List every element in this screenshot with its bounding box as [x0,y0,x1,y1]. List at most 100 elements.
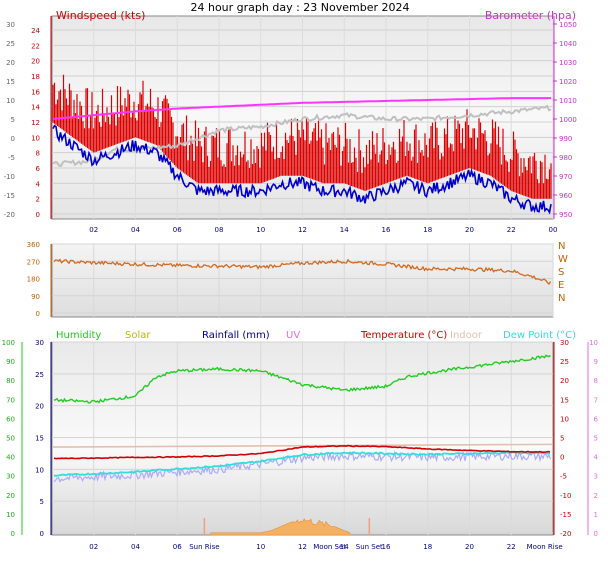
direction-panel-series [53,258,552,285]
x-tick-label: 10 [256,226,265,234]
temperature-panel-legend: Humidity Solar Rainfall (mm) UV Temperature … [56,330,576,341]
x-tick-label: Moon Rise [527,543,563,551]
windspeed-tick-label: 16 [31,88,40,96]
windspeed-tick-label: 18 [31,73,40,81]
x-tick-label: 12 [298,226,307,234]
x-tick-label: 02 [89,226,98,234]
chart-title: 24 hour graph day : 23 November 2024 [190,1,409,14]
temperature-tick-label: 15 [560,396,569,404]
legend-entry: Temperature (°C) [360,330,447,341]
direction-tick-label: 90 [31,293,40,301]
x-tick-label: 14 [340,543,349,551]
windspeed-tick-label: 20 [31,58,40,66]
uv-tick-label: 8 [594,377,598,385]
x-tick-label: 08 [215,226,224,234]
x-tick-label: 06 [173,543,182,551]
barometer-tick-label: 950 [559,211,572,219]
compass-tick-label: S [558,267,564,278]
rainfall-tick-label: 10 [35,466,44,474]
barometer-tick-label: 990 [559,135,572,143]
temperature-tick-label: 0 [560,454,564,462]
humidity-tick-label: 80 [6,377,15,385]
x-tick-label: 22 [507,226,516,234]
x-tick-label: Moon Set [313,543,346,551]
compass-tick-label: N [558,293,565,304]
outer-y-tick-label: 15 [6,78,15,86]
x-tick-label: 14 [340,226,349,234]
uv-tick-label: 9 [594,358,598,366]
x-tick-label: 04 [131,226,140,234]
legend-entry: Dew Point (°C) [503,330,576,341]
uv-tick-label: 2 [594,492,598,500]
x-tick-label: 10 [256,543,265,551]
barometer-tick-label: 970 [559,173,572,181]
solar-area [210,518,351,536]
humidity-tick-label: 40 [6,454,15,462]
outer-y-tick-label: 10 [6,97,15,105]
x-tick-label: 04 [131,543,140,551]
x-tick-label: Sun Rise [189,543,219,551]
wind-chill-line [53,450,552,483]
x-tick-label: 22 [507,543,516,551]
windspeed-tick-label: 24 [31,27,40,35]
direction-tick-label: 360 [27,241,40,249]
barometer-tick-label: 1030 [559,59,577,67]
uv-tick-label: 1 [594,511,598,519]
humidity-tick-label: 10 [6,511,15,519]
uv-tick-label: 3 [594,473,598,481]
temperature-tick-label: 25 [560,358,569,366]
windspeed-tick-label: 4 [36,180,41,188]
temperature-tick-label: 30 [560,339,569,347]
legend-entry: Indoor [450,330,483,341]
x-tick-label: 16 [382,226,391,234]
barometer-tick-label: 980 [559,154,572,162]
windspeed-legend: Windspeed (kts) [56,9,145,22]
temperature-line [53,444,551,460]
x-tick-label: 06 [173,226,182,234]
humidity-tick-label: 100 [2,339,15,347]
outer-y-tick-label: -5 [8,154,15,162]
legend-entry: Humidity [56,330,101,341]
outer-y-tick-label: 20 [6,59,15,67]
legend-entry: Solar [125,330,151,341]
rainfall-tick-label: 20 [35,403,44,411]
compass-tick-label: N [558,241,565,252]
wind-panel-series [52,74,552,215]
temperature-tick-label: -10 [560,492,571,500]
windspeed-tick-label: 0 [36,211,40,219]
x-tick-label: 12 [298,543,307,551]
temperature-tick-label: -20 [560,530,571,538]
x-tick-label: 20 [465,226,474,234]
outer-y-tick-label: -20 [4,211,15,219]
legend-entry: UV [286,330,300,341]
direction-panel-grid [52,243,554,317]
legend-entry: Rainfall (mm) [202,330,270,341]
windspeed-tick-label: 8 [36,150,40,158]
outer-y-tick-label: -10 [4,173,15,181]
temperature-tick-label: 10 [560,415,569,423]
humidity-tick-label: 60 [6,415,15,423]
outer-y-tick-label: 5 [11,116,15,124]
temperature-tick-label: -5 [560,473,567,481]
humidity-tick-label: 70 [6,396,15,404]
humidity-tick-label: 0 [11,530,15,538]
rainfall-tick-label: 0 [40,530,44,538]
x-tick-label: 16 [382,543,391,551]
uv-tick-label: 0 [594,530,598,538]
temperature-tick-label: 20 [560,377,569,385]
barometer-tick-label: 1000 [559,116,577,124]
windspeed-gust-bars [52,74,552,199]
wind-direction-line [53,258,552,285]
barometer-line [52,97,551,120]
wind-panel-axes: 302520151050-5-10-15-2024222018161412108… [4,16,577,234]
direction-tick-label: 270 [27,258,40,266]
x-tick-label: 02 [89,543,98,551]
barometer-tick-label: 1050 [559,21,577,29]
x-tick-label: 18 [423,543,432,551]
uv-tick-label: 4 [594,454,599,462]
windspeed-average-line [52,124,552,215]
x-tick-label: Sun Set [356,543,383,551]
compass-tick-label: W [558,254,568,265]
rainfall-tick-label: 25 [35,371,44,379]
